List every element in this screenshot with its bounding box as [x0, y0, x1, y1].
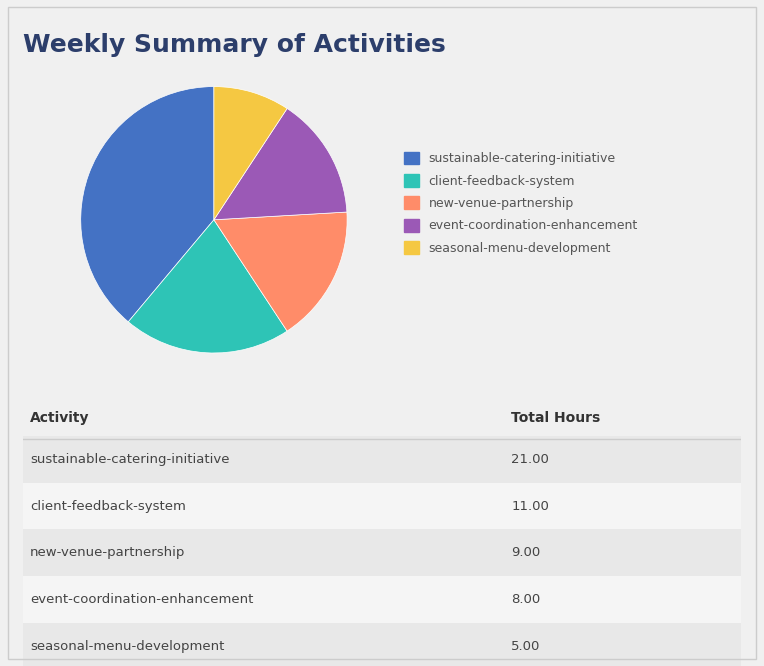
- Text: Total Hours: Total Hours: [511, 411, 601, 425]
- FancyBboxPatch shape: [23, 623, 741, 666]
- Text: 21.00: 21.00: [511, 453, 549, 466]
- Wedge shape: [214, 87, 287, 220]
- Wedge shape: [81, 87, 214, 322]
- Text: sustainable-catering-initiative: sustainable-catering-initiative: [30, 453, 230, 466]
- FancyBboxPatch shape: [23, 436, 741, 483]
- Wedge shape: [128, 220, 287, 353]
- Wedge shape: [214, 212, 347, 331]
- FancyBboxPatch shape: [23, 483, 741, 529]
- Text: 11.00: 11.00: [511, 500, 549, 513]
- Text: 8.00: 8.00: [511, 593, 540, 606]
- Text: Weekly Summary of Activities: Weekly Summary of Activities: [23, 33, 445, 57]
- Text: seasonal-menu-development: seasonal-menu-development: [30, 639, 225, 653]
- Text: Activity: Activity: [30, 411, 89, 425]
- Text: 5.00: 5.00: [511, 639, 541, 653]
- Text: event-coordination-enhancement: event-coordination-enhancement: [30, 593, 254, 606]
- Legend: sustainable-catering-initiative, client-feedback-system, new-venue-partnership, : sustainable-catering-initiative, client-…: [403, 152, 638, 254]
- Wedge shape: [214, 109, 347, 220]
- Text: new-venue-partnership: new-venue-partnership: [30, 546, 186, 559]
- FancyBboxPatch shape: [23, 576, 741, 623]
- Text: client-feedback-system: client-feedback-system: [30, 500, 186, 513]
- Text: 9.00: 9.00: [511, 546, 540, 559]
- FancyBboxPatch shape: [23, 529, 741, 576]
